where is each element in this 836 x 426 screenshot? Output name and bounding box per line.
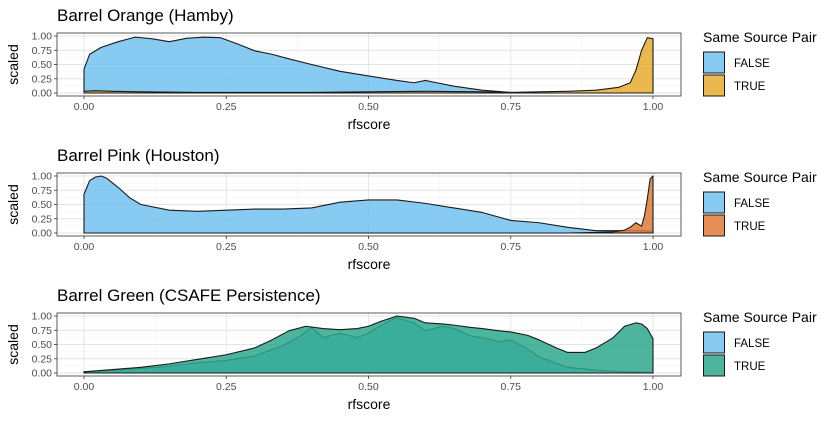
- y-tick-label: 0.50: [32, 339, 53, 351]
- x-tick-label: 0.75: [501, 101, 522, 113]
- chart-panel-2: 0.00 0.25 0.50 0.75 1.00 0.00 0.25 0.50 0.75 1.00…: [5, 146, 817, 272]
- x-axis-title: rfscore: [348, 256, 391, 272]
- density-area-true: [83, 175, 654, 234]
- legend-key-false: [703, 331, 725, 354]
- chart-panel-3: 0.00 0.25 0.50 0.75 1.00 0.00 0.25 0.50 0.75 1.00…: [5, 286, 817, 412]
- legend-label-true: TRUE: [734, 361, 766, 373]
- density-area-true: [83, 37, 654, 94]
- y-tick-label: 0.00: [32, 228, 53, 240]
- y-tick-label: 1.00: [32, 31, 53, 43]
- panel-title: Barrel Orange (Hamby): [57, 6, 234, 25]
- legend-label-false: FALSE: [734, 58, 770, 70]
- x-tick-label: 0.00: [74, 241, 95, 253]
- y-tick-label: 1.00: [32, 171, 53, 183]
- density-area-false: [83, 36, 654, 94]
- x-tick-label: 0.25: [216, 101, 237, 113]
- y-tick-label: 0.50: [32, 199, 53, 211]
- panel-title: Barrel Green (CSAFE Persistence): [57, 286, 321, 305]
- legend: Same Source Pair FALSE TRUE: [703, 29, 817, 97]
- y-tick-label: 0.75: [32, 45, 53, 57]
- y-tick-label: 0.25: [32, 353, 53, 365]
- legend-label-false: FALSE: [734, 198, 770, 210]
- legend-title: Same Source Pair: [703, 29, 817, 45]
- legend-key-false: [703, 51, 725, 74]
- y-tick-label: 0.25: [32, 213, 53, 225]
- x-tick-label: 0.75: [501, 241, 522, 253]
- legend-key-true: [703, 214, 725, 237]
- x-tick-label: 0.00: [74, 381, 95, 393]
- legend-label-true: TRUE: [734, 221, 766, 233]
- y-tick-label: 0.50: [32, 59, 53, 71]
- y-tick-label: 0.75: [32, 185, 53, 197]
- x-tick-label: 0.00: [74, 101, 95, 113]
- y-tick-label: 1.00: [32, 311, 53, 323]
- y-tick-label: 0.00: [32, 368, 53, 380]
- chart-panel-1: 0.00 0.25 0.50 0.75 1.00 0.00 0.25 0.50 0.75 1.00…: [5, 6, 817, 132]
- legend-key-false: [703, 191, 725, 214]
- x-tick-label: 0.50: [358, 381, 379, 393]
- legend-label-false: FALSE: [734, 338, 770, 350]
- x-tick-label: 0.25: [216, 241, 237, 253]
- density-area-true: [83, 315, 654, 374]
- legend-title: Same Source Pair: [703, 169, 817, 185]
- y-tick-label: 0.00: [32, 88, 53, 100]
- x-tick-label: 1.00: [643, 381, 664, 393]
- y-axis-title: scaled: [5, 184, 21, 224]
- y-tick-label: 0.75: [32, 325, 53, 337]
- legend-label-true: TRUE: [734, 81, 766, 93]
- y-axis-title: scaled: [5, 44, 21, 84]
- x-axis-title: rfscore: [348, 396, 391, 412]
- x-tick-label: 0.25: [216, 381, 237, 393]
- x-tick-label: 1.00: [643, 241, 664, 253]
- density-area-false: [83, 175, 654, 234]
- x-tick-label: 0.50: [358, 241, 379, 253]
- legend-key-true: [703, 354, 725, 377]
- x-tick-label: 0.75: [501, 381, 522, 393]
- x-axis-title: rfscore: [348, 116, 391, 132]
- y-tick-label: 0.25: [32, 73, 53, 85]
- legend: Same Source Pair FALSE TRUE: [703, 309, 817, 377]
- x-tick-label: 0.50: [358, 101, 379, 113]
- x-tick-label: 1.00: [643, 101, 664, 113]
- legend-title: Same Source Pair: [703, 309, 817, 325]
- legend-key-true: [703, 74, 725, 97]
- panel-title: Barrel Pink (Houston): [57, 146, 220, 165]
- legend: Same Source Pair FALSE TRUE: [703, 169, 817, 237]
- y-axis-title: scaled: [5, 324, 21, 364]
